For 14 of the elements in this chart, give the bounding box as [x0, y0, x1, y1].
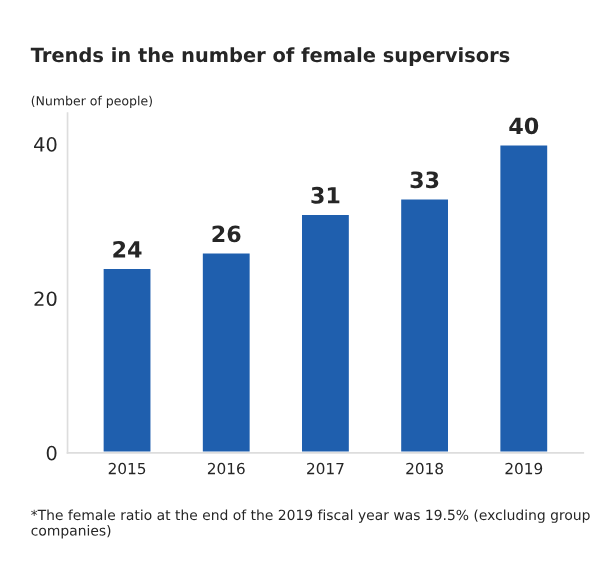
bar: [299, 212, 352, 453]
data-label: 40: [509, 117, 539, 135]
chart-title: Trends in the number of female supervisors: [30, 47, 510, 67]
bar: [100, 266, 154, 453]
y-tick-label: 40: [34, 137, 57, 152]
bar: [200, 250, 253, 453]
bar: [497, 142, 550, 453]
y-tick-label: 20: [34, 291, 57, 307]
y-tick-label: 0: [46, 445, 57, 461]
bar: [398, 196, 451, 453]
data-label: 31: [311, 186, 340, 204]
data-label: 24: [113, 240, 142, 258]
data-label: 26: [212, 225, 241, 243]
data-label: 33: [410, 171, 439, 189]
